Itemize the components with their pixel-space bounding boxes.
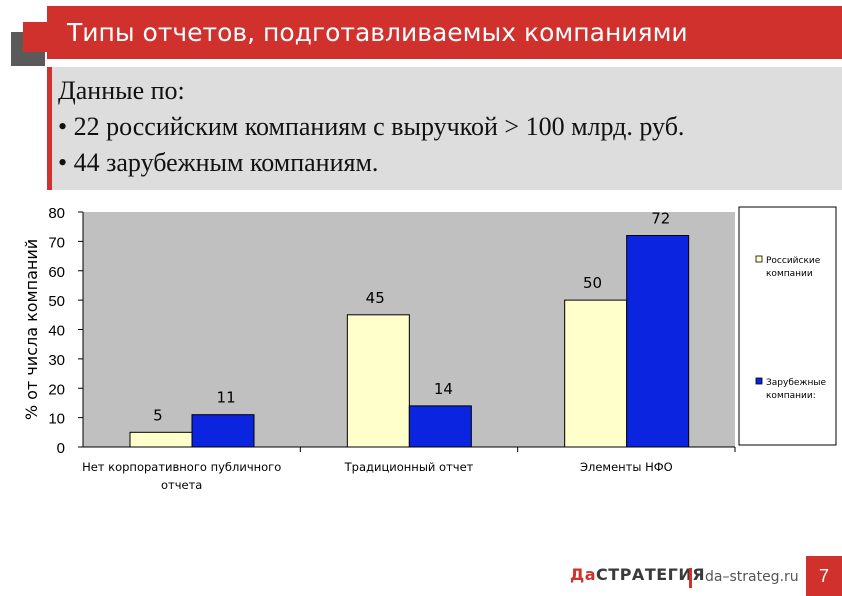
y-tick-label: 80: [48, 205, 65, 222]
legend-label: компании:: [766, 391, 816, 401]
company-logo: ДаСтратегия: [570, 565, 705, 584]
legend-label: Российские: [766, 256, 821, 266]
info-accent-strip: [47, 67, 52, 190]
legend-label: компании: [766, 269, 813, 279]
y-tick-label: 10: [48, 411, 65, 428]
info-line: • 44 зарубежным компаниям.: [58, 148, 379, 177]
legend-swatch: [755, 255, 763, 263]
data-label: 50: [583, 274, 602, 292]
bar-chart: 0 10 20 30 40 50 60 70 80 % от числа компаний 5 11 Н…: [22, 205, 837, 492]
page-title: Типы отчетов, подготавливаемых компаниям…: [67, 18, 688, 47]
x-tick-label: отчета: [161, 478, 202, 492]
data-label: 5: [153, 406, 163, 424]
x-tick-label: Традиционный отчет: [344, 460, 474, 474]
footer-divider: [689, 568, 692, 588]
data-label: 14: [434, 380, 453, 398]
legend-box: [738, 206, 837, 446]
info-line: • 22 российским компаниям с выручкой > 1…: [58, 112, 685, 141]
logo-da: Да: [570, 565, 597, 584]
bar: [626, 235, 690, 448]
bar: [129, 431, 193, 448]
logo-rest: Стратегия: [596, 565, 706, 584]
x-tick-label: Элементы НФО: [580, 460, 673, 474]
info-box: [47, 67, 842, 190]
y-tick-label: 30: [48, 352, 65, 369]
data-label: 45: [366, 289, 385, 307]
title-bar: Типы отчетов, подготавливаемых компаниям…: [47, 6, 842, 59]
footer-url: da–strateg.ru: [705, 569, 799, 585]
info-text: Данные по: • 22 российским компаниям с в…: [58, 73, 684, 181]
data-label: 72: [651, 210, 670, 228]
bar: [191, 414, 255, 448]
legend-swatch: [755, 377, 763, 385]
bar: [564, 299, 628, 448]
y-tick-label: 40: [48, 323, 65, 340]
y-tick-label: 50: [48, 293, 65, 310]
bar: [408, 405, 472, 448]
x-tick-label: Нет корпоративного публичного: [82, 460, 281, 474]
decor-square-red: [23, 22, 53, 52]
bar: [346, 314, 410, 448]
legend-label: Зарубежные: [766, 378, 827, 388]
y-tick-label: 60: [48, 264, 65, 281]
y-axis-label: % от числа компаний: [22, 239, 41, 420]
y-tick-label: 0: [57, 440, 65, 457]
y-tick-label: 20: [48, 381, 65, 398]
info-line: Данные по:: [58, 76, 185, 105]
page-number: 7: [806, 556, 842, 596]
y-tick-label: 70: [48, 234, 65, 251]
data-label: 11: [217, 389, 236, 407]
